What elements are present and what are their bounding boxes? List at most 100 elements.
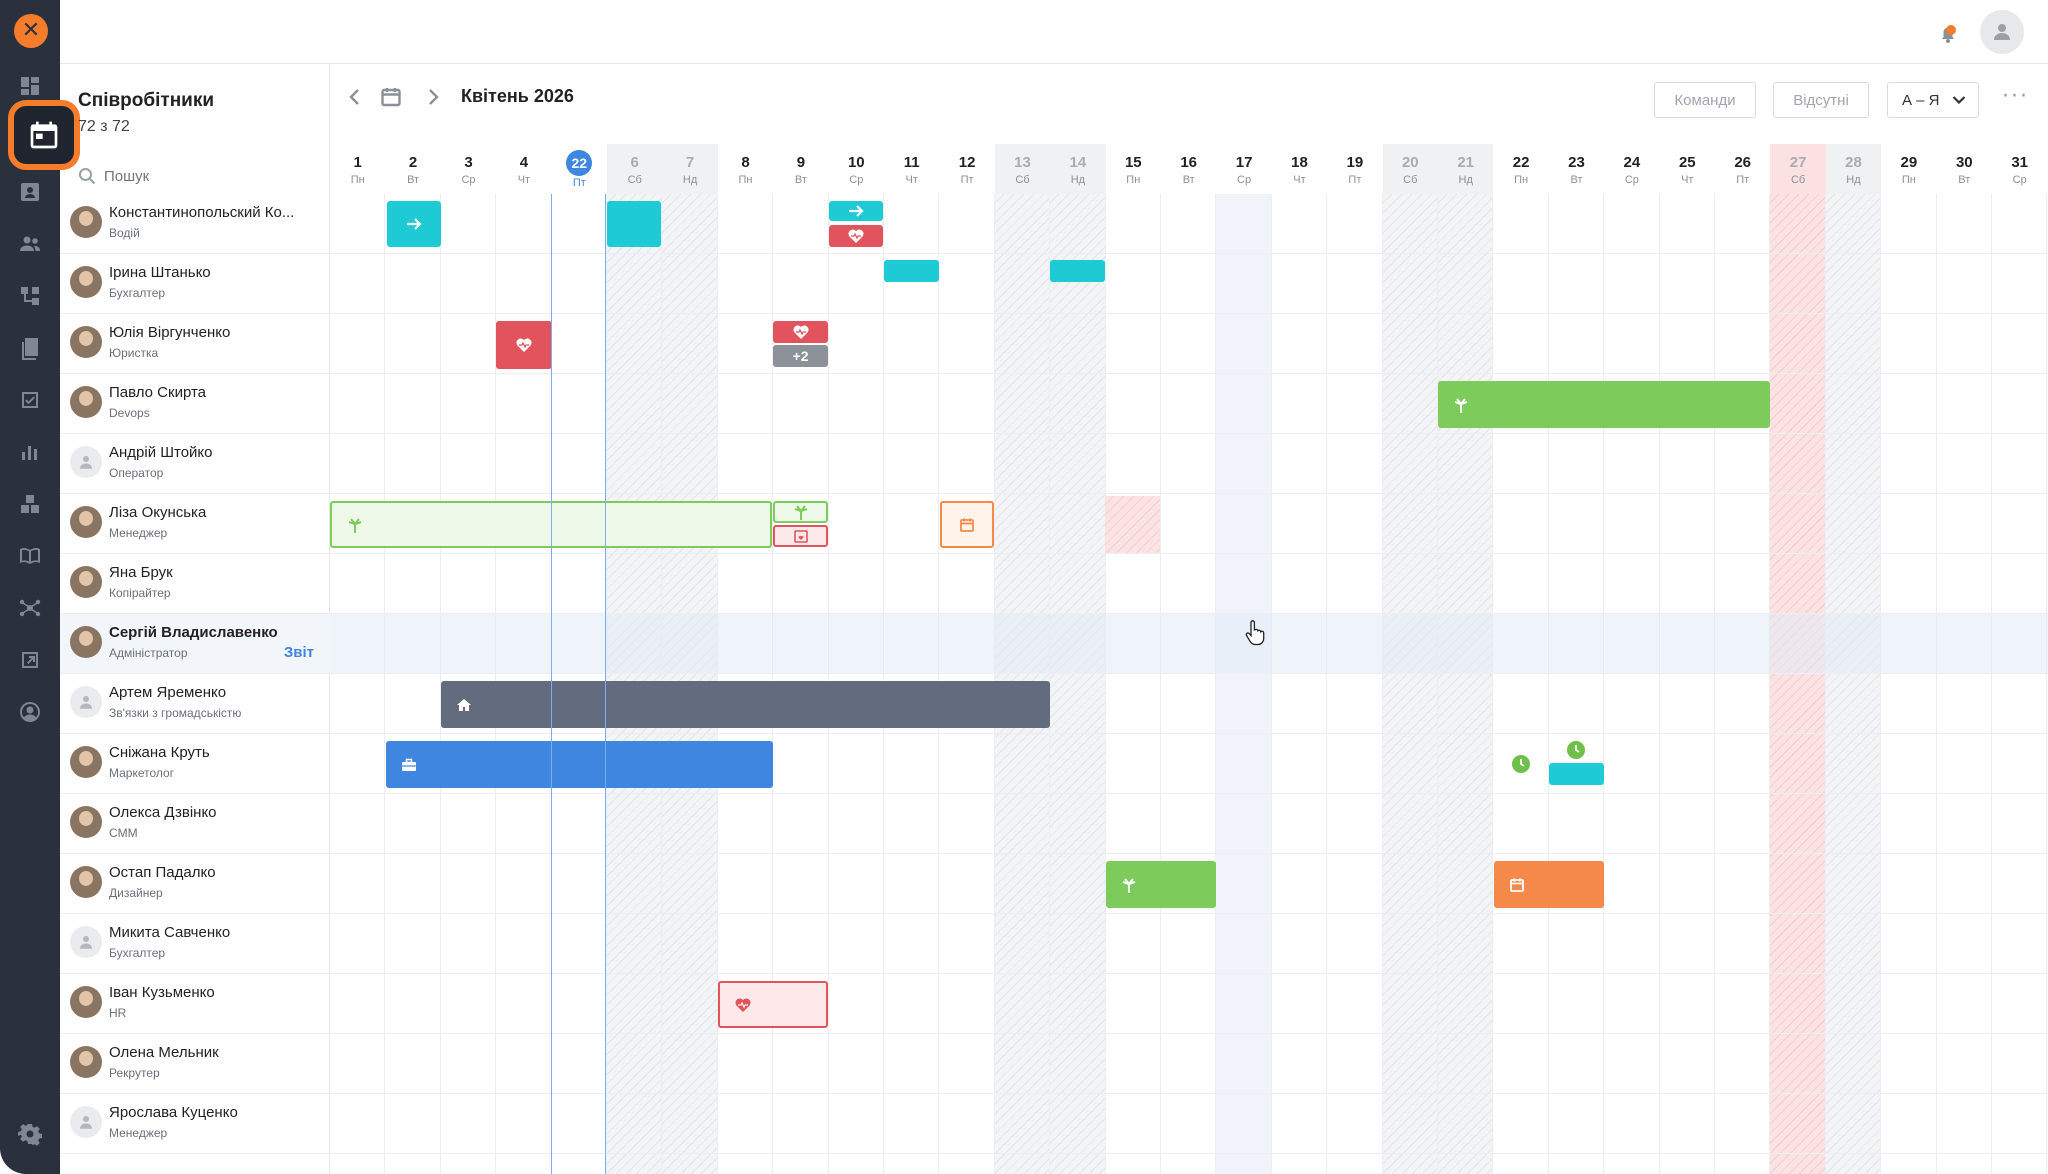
employee-name[interactable]: Константинопольский Ко... — [109, 204, 295, 221]
employee-name[interactable]: Олена Мельник — [109, 1044, 219, 1061]
day-column[interactable] — [1493, 194, 1549, 1174]
event-trip[interactable] — [829, 201, 883, 221]
day-header-cell[interactable]: 14 Нд — [1050, 144, 1106, 194]
employee-name[interactable]: Андрій Штойко — [109, 444, 213, 461]
day-header-cell[interactable]: 4 Чт — [496, 144, 551, 194]
event-vacation[interactable] — [773, 501, 828, 523]
day-header-cell[interactable]: 19 Пт — [1327, 144, 1382, 194]
day-header-cell[interactable]: 2 Вт — [385, 144, 440, 194]
day-header-cell[interactable]: 24 Ср — [1604, 144, 1659, 194]
calendar-icon[interactable] — [8, 100, 80, 170]
day-column[interactable] — [385, 194, 441, 1174]
search-box[interactable] — [78, 164, 308, 188]
employee-name[interactable]: Сергій Владиславенко — [109, 624, 278, 641]
event-business-trip[interactable] — [386, 741, 773, 788]
team-icon[interactable] — [0, 224, 60, 264]
day-header-cell[interactable]: 27 Сб — [1770, 144, 1826, 194]
day-header-cell[interactable]: 11 Чт — [884, 144, 939, 194]
day-column[interactable] — [1382, 194, 1438, 1174]
day-column[interactable] — [1106, 194, 1161, 1174]
day-column[interactable] — [1549, 194, 1605, 1174]
event-trip[interactable] — [387, 201, 441, 247]
employee-name[interactable]: Олекса Дзвінко — [109, 804, 217, 821]
day-header-cell[interactable]: 22 Пт — [552, 144, 607, 194]
event-sick[interactable] — [496, 321, 552, 369]
employee-name[interactable]: Яна Брук — [109, 564, 173, 581]
notification-bell-icon[interactable] — [1934, 19, 1962, 47]
day-header-cell[interactable]: 29 Пн — [1881, 144, 1936, 194]
employee-row[interactable]: Остап Падалко Дизайнер — [60, 854, 330, 914]
employee-row[interactable]: Сніжана Круть Маркетолог — [60, 734, 330, 794]
employee-name[interactable]: Артем Яременко — [109, 684, 227, 701]
day-header-cell[interactable]: 6 Сб — [607, 144, 663, 194]
report-link[interactable]: Звіт — [283, 644, 314, 661]
day-column[interactable] — [1715, 194, 1771, 1174]
employee-row[interactable]: Олена Мельник Рекрутер — [60, 1034, 330, 1094]
prev-month-icon[interactable] — [344, 86, 366, 108]
event-trip[interactable] — [1050, 260, 1105, 282]
event-sick[interactable] — [773, 321, 828, 343]
export-icon[interactable] — [0, 640, 60, 680]
day-column[interactable] — [1660, 194, 1715, 1174]
more-options-button[interactable]: ··· — [2002, 84, 2029, 109]
day-header-cell[interactable]: 26 Пт — [1715, 144, 1770, 194]
more-events-badge[interactable]: +2 — [773, 345, 828, 367]
day-column[interactable] — [1438, 194, 1494, 1174]
day-header-cell[interactable]: 16 Вт — [1161, 144, 1216, 194]
event-vacation[interactable] — [1106, 861, 1216, 908]
employee-name[interactable]: Ірина Штанько — [109, 264, 211, 281]
integrations-icon[interactable] — [0, 588, 60, 628]
day-column[interactable] — [1937, 194, 1992, 1174]
day-header-cell[interactable]: 28 Нд — [1825, 144, 1882, 194]
event-vacation[interactable] — [1438, 381, 1770, 428]
day-header-cell[interactable]: 20 Сб — [1382, 144, 1438, 194]
day-header-cell[interactable]: 18 Чт — [1272, 144, 1327, 194]
employee-row[interactable]: Яна Брук Копірайтер — [60, 554, 330, 614]
next-month-icon[interactable] — [422, 86, 444, 108]
day-header-cell[interactable]: 15 Пн — [1106, 144, 1161, 194]
event-trip[interactable] — [607, 201, 661, 247]
employee-name[interactable]: Сніжана Круть — [109, 744, 210, 761]
logo-icon[interactable]: ✕ — [14, 14, 48, 48]
day-column[interactable] — [1604, 194, 1660, 1174]
employee-row[interactable]: Юлія Віргунченко Юристка — [60, 314, 330, 374]
day-header-cell[interactable]: 10 Ср — [829, 144, 884, 194]
day-column[interactable] — [1992, 194, 2048, 1174]
event-day-off[interactable] — [1494, 861, 1604, 908]
event-day-off[interactable] — [940, 501, 994, 548]
day-column[interactable] — [1770, 194, 1826, 1174]
clock-icon[interactable] — [1567, 741, 1585, 759]
day-header-cell[interactable]: 23 Вт — [1549, 144, 1604, 194]
knowledge-icon[interactable] — [0, 536, 60, 576]
event-trip[interactable] — [1549, 763, 1604, 785]
clock-icon[interactable] — [1512, 755, 1530, 773]
teams-button[interactable]: Команди — [1654, 82, 1756, 118]
tasks-icon[interactable] — [0, 380, 60, 420]
day-column[interactable] — [1050, 194, 1106, 1174]
day-header-cell[interactable]: 22 Пн — [1493, 144, 1548, 194]
employee-row[interactable]: Константинопольский Ко... Водій — [60, 194, 330, 254]
day-header-cell[interactable]: 12 Пт — [939, 144, 994, 194]
day-header-cell[interactable]: 30 Вт — [1937, 144, 1992, 194]
employee-row[interactable]: Павло Скирта Devops — [60, 374, 330, 434]
employee-row[interactable]: Сергій Владиславенко Адміністратор Звіт — [60, 614, 330, 674]
sort-select[interactable]: А – Я — [1887, 82, 1979, 118]
employee-name[interactable]: Павло Скирта — [109, 384, 207, 401]
day-header-cell[interactable]: 31 Ср — [1992, 144, 2047, 194]
day-header-cell[interactable]: 7 Нд — [662, 144, 718, 194]
org-structure-icon[interactable] — [0, 276, 60, 316]
day-header-cell[interactable]: 9 Вт — [773, 144, 828, 194]
day-column[interactable] — [1161, 194, 1217, 1174]
employee-row[interactable]: Іван Кузьменко HR — [60, 974, 330, 1034]
dashboard-icon[interactable] — [0, 66, 60, 106]
employee-row[interactable]: Ярослава Куценко Менеджер — [60, 1094, 330, 1154]
day-column[interactable] — [1881, 194, 1937, 1174]
assets-icon[interactable] — [0, 484, 60, 524]
calendar-picker-icon[interactable] — [380, 86, 402, 108]
day-column[interactable] — [1216, 194, 1272, 1174]
day-column[interactable] — [1825, 194, 1882, 1174]
event-sick-pending[interactable] — [773, 525, 828, 547]
day-header-cell[interactable]: 21 Нд — [1438, 144, 1494, 194]
day-header-cell[interactable]: 17 Ср — [1216, 144, 1271, 194]
search-input[interactable] — [104, 167, 294, 185]
